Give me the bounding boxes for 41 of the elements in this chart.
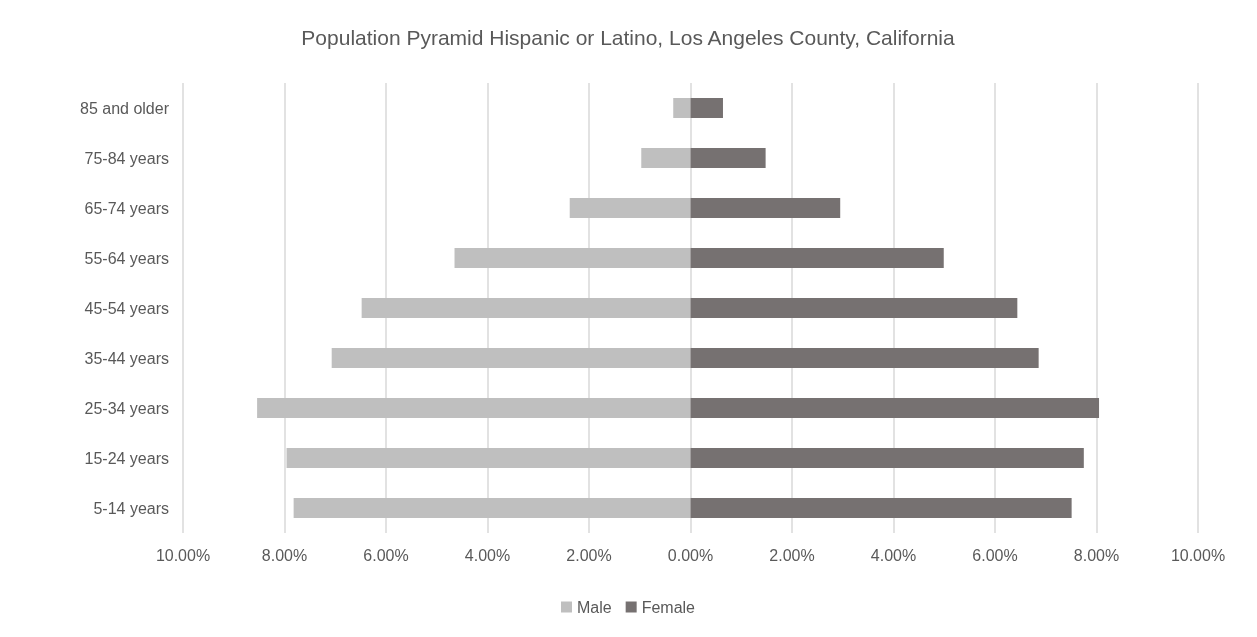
- x-tick-label: 8.00%: [1073, 546, 1120, 564]
- y-tick-label: 75-84 years: [84, 149, 169, 167]
- legend-label: Female: [641, 598, 696, 616]
- bar: [641, 148, 691, 168]
- y-tick-label: 25-34 years: [84, 399, 169, 417]
- y-tick-label: 45-54 years: [84, 299, 169, 317]
- bar: [690, 298, 1018, 318]
- y-tick-label: 85 and older: [80, 99, 170, 117]
- bar: [690, 148, 766, 168]
- y-tick-label: 35-44 years: [84, 349, 169, 367]
- y-tick-label: 15-24 years: [84, 449, 169, 467]
- x-tick-label: 4.00%: [870, 546, 917, 564]
- bar: [690, 448, 1084, 468]
- y-tick-label: 55-64 years: [84, 249, 169, 267]
- bar: [361, 298, 691, 318]
- bar: [690, 398, 1100, 418]
- bar: [331, 348, 691, 368]
- bar: [690, 348, 1039, 368]
- x-tick-label: 10.00%: [1170, 546, 1226, 564]
- chart-title: Population Pyramid Hispanic or Latino, Los Angeles County, California: [301, 26, 955, 49]
- legend-label: Male: [576, 598, 612, 616]
- x-tick-label: 6.00%: [363, 546, 409, 564]
- bar: [690, 198, 841, 218]
- x-tick-label: 0.00%: [667, 546, 714, 564]
- x-tick-label: 2.00%: [566, 546, 612, 564]
- x-tick-label: 2.00%: [769, 546, 815, 564]
- bar: [293, 498, 691, 518]
- x-tick-label: 10.00%: [155, 546, 211, 564]
- x-tick-label: 8.00%: [261, 546, 308, 564]
- x-tick-label: 6.00%: [972, 546, 1018, 564]
- x-tick-label: 4.00%: [464, 546, 511, 564]
- bar: [454, 248, 691, 268]
- bar: [257, 398, 691, 418]
- bar: [673, 98, 691, 118]
- bar: [690, 498, 1072, 518]
- y-tick-label: 5-14 years: [93, 499, 169, 517]
- bar: [690, 98, 723, 118]
- bar: [690, 248, 944, 268]
- bar: [569, 198, 691, 218]
- y-tick-label: 65-74 years: [84, 199, 169, 217]
- bar: [286, 448, 691, 468]
